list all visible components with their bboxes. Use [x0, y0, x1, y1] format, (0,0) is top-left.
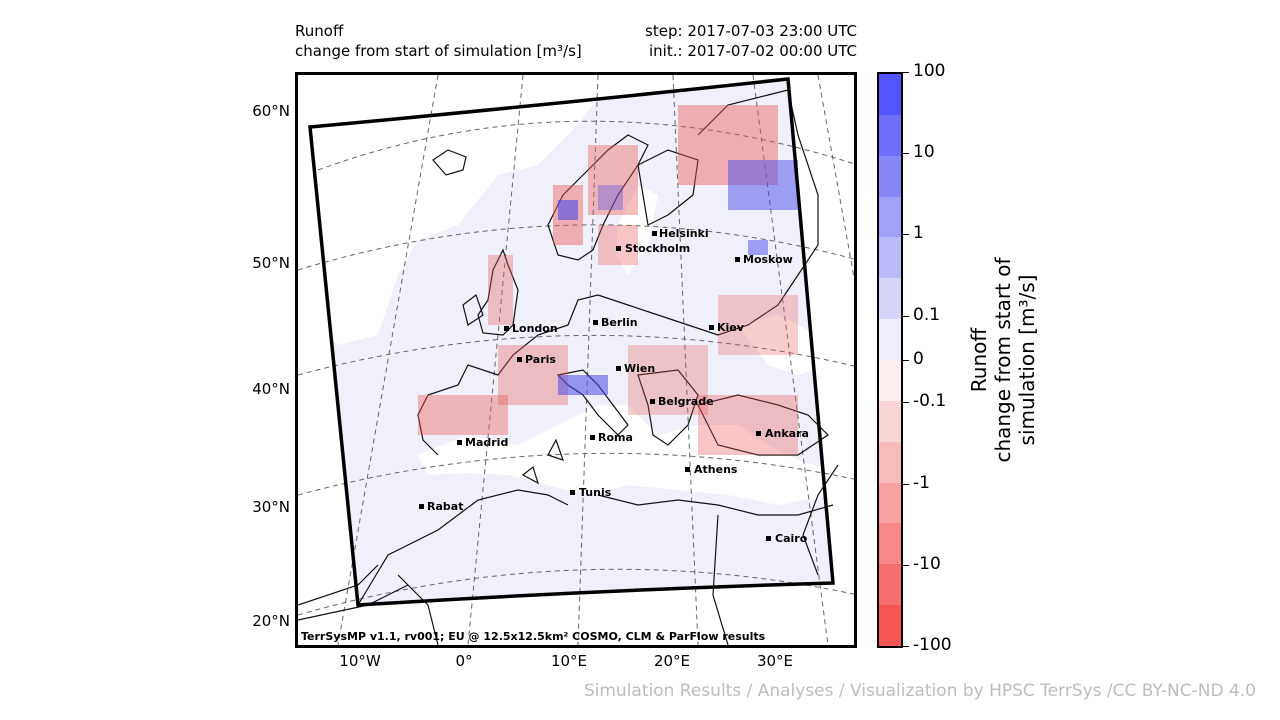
colorbar-segment	[879, 441, 901, 484]
colorbar-segment	[879, 564, 901, 606]
city-marker-berlin[interactable]	[593, 320, 598, 325]
lat-label-60: 60°N	[252, 102, 290, 120]
colorbar-tick-label: -0.1	[913, 391, 947, 411]
runoff-increase	[558, 160, 798, 395]
colorbar	[877, 72, 903, 648]
credit-line: Simulation Results / Analyses / Visualiz…	[583, 681, 1256, 701]
colorbar-segment	[879, 360, 901, 402]
city-label-berlin: Berlin	[601, 316, 638, 329]
lon-label-0: 0°	[455, 652, 473, 670]
city-label-moskow: Moskow	[743, 253, 793, 266]
colorbar-segment	[879, 482, 901, 524]
city-marker-kiev[interactable]	[709, 325, 714, 330]
lon-label-10w: 10°W	[339, 652, 381, 670]
colorbar-segment	[879, 196, 901, 238]
colorbar-segment	[879, 605, 901, 647]
colorbar-tick	[903, 360, 909, 361]
colorbar-tick-label: -10	[913, 554, 941, 574]
colorbar-tick-label: 0	[913, 349, 924, 369]
city-marker-madrid[interactable]	[457, 440, 462, 445]
city-label-roma: Roma	[598, 431, 633, 444]
colorbar-tick-label: 0.1	[913, 305, 941, 325]
colorbar-tick-label: 100	[913, 61, 946, 81]
map-subtitle: change from start of simulation [m³/s]	[295, 42, 582, 60]
init-time: init.: 2017-07-02 00:00 UTC	[649, 42, 857, 60]
colorbar-tick	[903, 565, 909, 566]
city-marker-paris[interactable]	[517, 357, 522, 362]
lat-label-50: 50°N	[252, 254, 290, 272]
colorbar-tick	[903, 234, 909, 235]
city-marker-stockholm[interactable]	[616, 246, 621, 251]
colorbar-segment	[879, 319, 901, 361]
city-label-stockholm: Stockholm	[625, 242, 690, 255]
colorbar-tick-label: -1	[913, 473, 930, 493]
colorbar-title-line2: change from start of simulation [m³/s]	[991, 257, 1039, 463]
city-label-athens: Athens	[694, 463, 738, 476]
colorbar-tick	[903, 646, 909, 647]
lon-label-10e: 10°E	[550, 652, 588, 670]
colorbar-tick	[903, 72, 909, 73]
colorbar-tick-label: 1	[913, 223, 924, 243]
city-marker-tunis[interactable]	[570, 490, 575, 495]
lon-label-20e: 20°E	[653, 652, 691, 670]
city-marker-athens[interactable]	[685, 467, 690, 472]
model-footer: TerrSysMP v1.1, rv001; EU @ 12.5x12.5km²…	[301, 630, 766, 643]
sea-areas	[310, 99, 833, 505]
colorbar-segment	[879, 114, 901, 157]
city-label-belgrade: Belgrade	[658, 395, 714, 408]
colorbar-title-line1: Runoff	[967, 327, 991, 393]
city-marker-rabat[interactable]	[419, 504, 424, 509]
city-label-paris: Paris	[525, 353, 556, 366]
city-label-helsinki: Helsinki	[659, 227, 709, 240]
step-time: step: 2017-07-03 23:00 UTC	[645, 22, 857, 40]
city-label-ankara: Ankara	[765, 427, 809, 440]
colorbar-tick	[903, 402, 909, 403]
city-label-cairo: Cairo	[775, 532, 808, 545]
city-markers: Helsinki Stockholm Moskow London Berlin …	[419, 227, 809, 545]
colorbar-segment	[879, 278, 901, 320]
city-marker-helsinki[interactable]	[652, 231, 657, 236]
colorbar-tick-label: 10	[913, 142, 935, 162]
colorbar-tick	[903, 316, 909, 317]
colorbar-tick	[903, 153, 909, 154]
city-marker-london[interactable]	[504, 326, 509, 331]
city-label-madrid: Madrid	[465, 436, 508, 449]
colorbar-tick-label: -100	[913, 635, 952, 655]
colorbar-segment	[879, 523, 901, 565]
lat-label-20: 20°N	[252, 612, 290, 630]
map-canvas: Helsinki Stockholm Moskow London Berlin …	[298, 75, 854, 645]
map-panel[interactable]: Helsinki Stockholm Moskow London Berlin …	[295, 72, 857, 648]
city-marker-moskow[interactable]	[735, 257, 740, 262]
colorbar-segment	[879, 400, 901, 443]
city-marker-belgrade[interactable]	[650, 399, 655, 404]
city-label-tunis: Tunis	[579, 486, 612, 499]
map-title: Runoff	[295, 22, 344, 40]
colorbar-segment	[879, 237, 901, 279]
city-label-kiev: Kiev	[717, 321, 745, 334]
lon-label-30e: 30°E	[756, 652, 794, 670]
city-label-wien: Wien	[624, 362, 655, 375]
city-marker-cairo[interactable]	[766, 536, 771, 541]
city-label-rabat: Rabat	[427, 500, 463, 513]
city-marker-roma[interactable]	[590, 435, 595, 440]
colorbar-segment	[879, 74, 901, 116]
lat-label-40: 40°N	[252, 380, 290, 398]
colorbar-segment	[879, 155, 901, 198]
city-marker-ankara[interactable]	[756, 431, 761, 436]
lat-label-30: 30°N	[252, 498, 290, 516]
city-label-london: London	[512, 322, 558, 335]
graticule	[298, 75, 854, 645]
colorbar-tick	[903, 484, 909, 485]
colorbar-title: Runoff change from start of simulation […	[967, 222, 1039, 499]
city-marker-wien[interactable]	[616, 366, 621, 371]
domain-boundary	[308, 77, 835, 607]
